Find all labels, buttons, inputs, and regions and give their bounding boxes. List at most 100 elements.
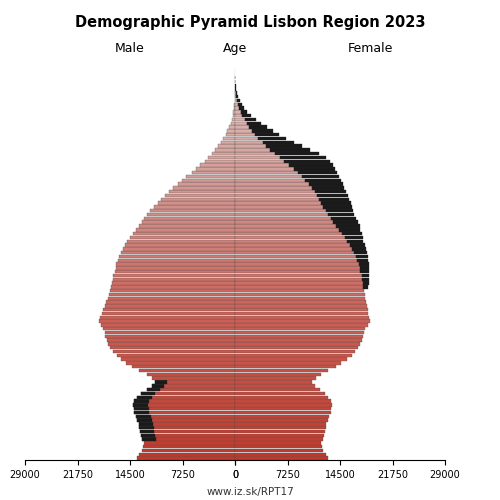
Bar	[362, 278, 369, 281]
Bar	[235, 327, 366, 330]
Bar	[235, 296, 366, 300]
Bar	[235, 456, 328, 460]
Bar	[342, 232, 361, 235]
Bar	[284, 160, 330, 163]
Bar	[141, 434, 155, 437]
Bar	[235, 346, 358, 350]
Bar	[360, 266, 369, 270]
Bar	[235, 365, 336, 368]
Bar	[182, 178, 235, 182]
Bar	[114, 274, 235, 277]
Bar	[235, 156, 280, 159]
Bar	[235, 400, 330, 402]
Bar	[235, 171, 298, 174]
Bar	[235, 129, 252, 132]
Bar	[235, 254, 356, 258]
Bar	[112, 282, 235, 285]
Bar	[235, 175, 302, 178]
Bar	[235, 160, 284, 163]
Bar	[235, 410, 330, 414]
Bar	[123, 247, 235, 250]
Bar	[235, 98, 237, 102]
Bar	[101, 323, 235, 326]
Bar	[321, 202, 351, 205]
Bar	[138, 422, 153, 426]
Bar	[116, 266, 235, 270]
Bar	[235, 164, 290, 167]
Bar	[330, 216, 356, 220]
Bar	[134, 400, 150, 402]
Bar	[136, 228, 235, 232]
Bar	[218, 144, 235, 148]
Bar	[235, 445, 322, 448]
Bar	[235, 438, 322, 441]
Bar	[235, 202, 321, 205]
Bar	[235, 126, 250, 129]
Bar	[134, 407, 235, 410]
Bar	[235, 247, 352, 250]
Bar	[359, 262, 369, 266]
Bar	[235, 441, 321, 444]
Bar	[108, 342, 235, 345]
Bar	[114, 350, 235, 354]
Bar	[362, 274, 369, 277]
Bar	[235, 206, 324, 208]
Bar	[250, 126, 266, 129]
Text: Female: Female	[348, 42, 393, 55]
Bar	[235, 320, 370, 323]
Bar	[140, 369, 235, 372]
Bar	[106, 300, 235, 304]
Bar	[137, 396, 152, 399]
Bar	[235, 274, 362, 277]
Bar	[298, 171, 337, 174]
Bar	[100, 316, 235, 319]
Bar	[110, 289, 235, 292]
Bar	[290, 164, 333, 167]
Text: www.iz.sk/RPT17: www.iz.sk/RPT17	[206, 488, 294, 498]
Bar	[235, 388, 320, 392]
Bar	[235, 358, 347, 361]
Bar	[221, 140, 235, 144]
Bar	[116, 262, 235, 266]
Bar	[235, 403, 332, 406]
Bar	[133, 403, 235, 406]
Bar	[235, 434, 324, 437]
Bar	[106, 334, 235, 338]
Bar	[324, 206, 352, 208]
Bar	[111, 285, 235, 288]
Bar	[363, 282, 369, 285]
Bar	[234, 106, 235, 110]
Bar	[212, 152, 235, 156]
Bar	[107, 338, 235, 342]
Bar	[309, 182, 343, 186]
Bar	[235, 266, 360, 270]
Bar	[133, 403, 148, 406]
Bar	[262, 140, 294, 144]
Bar	[118, 258, 235, 262]
Bar	[302, 175, 339, 178]
Bar	[141, 392, 235, 395]
Bar	[235, 167, 294, 170]
Bar	[235, 240, 347, 243]
Bar	[104, 331, 235, 334]
Bar	[235, 270, 360, 274]
Bar	[178, 182, 235, 186]
Bar	[235, 293, 364, 296]
Bar	[235, 422, 326, 426]
Bar	[326, 209, 353, 212]
Bar	[294, 167, 335, 170]
Bar	[340, 228, 360, 232]
Bar	[140, 430, 235, 433]
Bar	[354, 251, 367, 254]
Bar	[235, 137, 258, 140]
Bar	[334, 220, 358, 224]
Bar	[235, 414, 329, 418]
Bar	[224, 137, 235, 140]
Bar	[242, 114, 252, 117]
Bar	[235, 178, 305, 182]
Bar	[235, 362, 342, 364]
Bar	[235, 369, 328, 372]
Bar	[138, 422, 235, 426]
Bar	[235, 392, 325, 395]
Bar	[235, 452, 326, 456]
